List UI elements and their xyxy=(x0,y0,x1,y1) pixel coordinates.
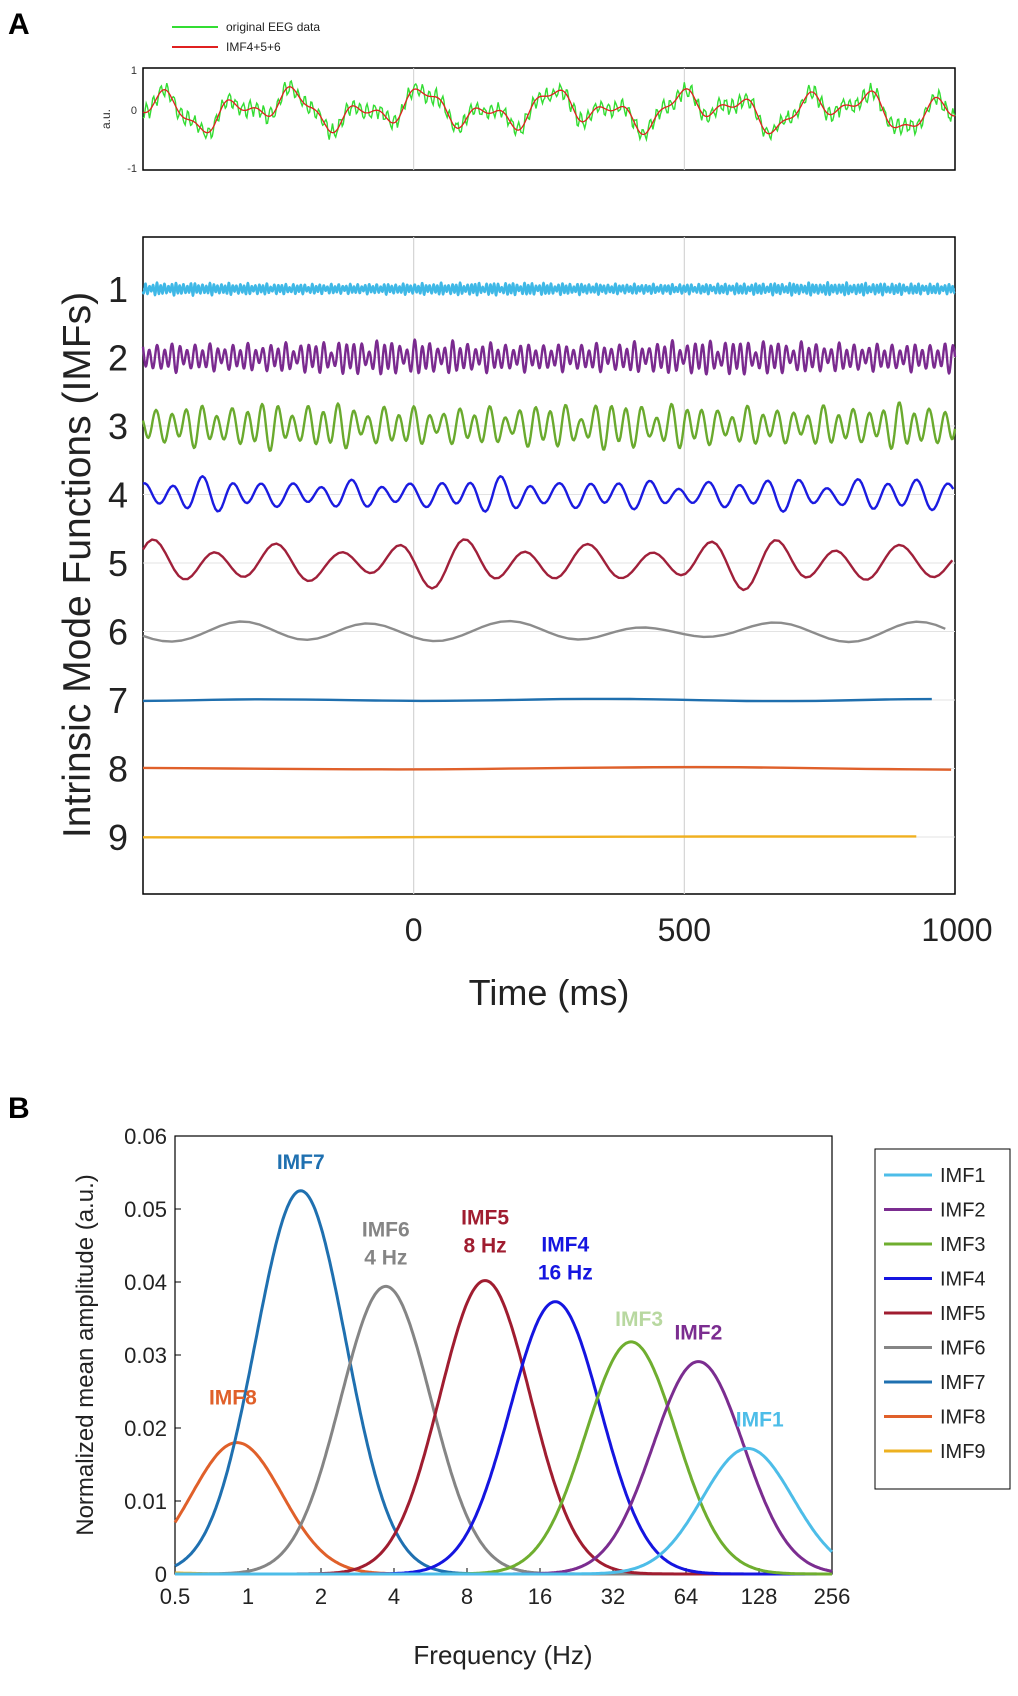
eeg-y-tick-label-0: 1 xyxy=(131,65,137,77)
spectrum-x-tick-label-6: 32 xyxy=(601,1584,625,1609)
spectrum-y-tick-label-0: 0 xyxy=(155,1562,167,1587)
imf-y-axis-label: Intrinsic Mode Functions (IMFs) xyxy=(56,292,99,838)
imf-y-tick-label-4: 4 xyxy=(108,475,128,516)
spectrum-plot-frame xyxy=(174,1135,833,1575)
imf-line-2 xyxy=(141,338,957,376)
spectrum-x-tick-label-0: 0.5 xyxy=(160,1584,191,1609)
imf-plot-frame xyxy=(142,236,956,895)
eeg-y-ticks: 1 0 -1 xyxy=(127,65,137,175)
eeg-legend-label-0: original EEG data xyxy=(226,20,320,34)
imf-stack-panel: 1 2 3 4 5 6 7 8 9 0 500 1000 Time (ms) Intrinsic M… xyxy=(56,236,993,1013)
annotation-imf6-1: 4 Hz xyxy=(364,1246,407,1269)
panel-label-b: B xyxy=(8,1092,30,1125)
imf-y-tick-label-7: 7 xyxy=(108,680,128,721)
eeg-y-axis-label: a.u. xyxy=(99,109,113,129)
annotation-imf5-1: 8 Hz xyxy=(464,1235,507,1258)
annotation-imf7-0: IMF7 xyxy=(277,1151,325,1174)
spectrum-legend: IMF1 IMF2 IMF3 IMF4 IMF5 IMF6 IMF7 IMF8 IMF9 xyxy=(884,1165,986,1463)
imf-y-tick-label-1: 1 xyxy=(108,269,128,310)
panel-label-a: A xyxy=(8,8,30,41)
spectrum-x-tick-label-2: 2 xyxy=(315,1584,327,1609)
legend-label-imf6: IMF6 xyxy=(940,1338,986,1360)
legend-label-imf1: IMF1 xyxy=(940,1165,986,1187)
eeg-plot-frame xyxy=(142,67,956,171)
imf-y-tick-label-8: 8 xyxy=(108,749,128,790)
spectrum-x-tick-label-3: 4 xyxy=(388,1584,400,1609)
imf-x-tick-label-1: 500 xyxy=(658,912,711,948)
eeg-y-tick-label-1: 0 xyxy=(131,105,137,117)
spectrum-legend-box xyxy=(874,1148,1011,1490)
imf-y-tick-label-6: 6 xyxy=(108,612,128,653)
imf-y-tick-label-2: 2 xyxy=(108,338,128,379)
spectrum-line-imf1 xyxy=(175,1446,833,1576)
spectrum-y-tick-label-2: 0.02 xyxy=(124,1416,167,1441)
eeg-lines xyxy=(142,79,956,143)
spectrum-x-tick-label-7: 64 xyxy=(674,1584,698,1609)
imf-line-6 xyxy=(142,619,946,644)
imf-line-1 xyxy=(141,281,956,297)
spectrum-y-tick-label-4: 0.04 xyxy=(124,1270,167,1295)
imf-lines xyxy=(141,281,957,839)
spectrum-y-tick-label-5: 0.05 xyxy=(124,1197,167,1222)
spectrum-y-tick-label-3: 0.03 xyxy=(124,1343,167,1368)
spectrum-x-tick-label-1: 1 xyxy=(242,1584,254,1609)
spectrum-lines xyxy=(173,1189,833,1576)
eeg-legend-label-1: IMF4+5+6 xyxy=(226,40,281,54)
imf-line-4 xyxy=(142,475,955,513)
annotation-imf5-0: IMF5 xyxy=(461,1207,509,1230)
annotation-imf4-0: IMF4 xyxy=(541,1234,589,1257)
spectrum-panel: 0.5 1 2 4 8 16 32 64 128 256 0 0.01 0.02 0.03 0.04 0.05… xyxy=(72,1124,1011,1670)
spectrum-x-tick-label-4: 8 xyxy=(461,1584,473,1609)
spectrum-x-axis-label: Frequency (Hz) xyxy=(413,1640,592,1670)
spectrum-y-tick-label-1: 0.01 xyxy=(124,1489,167,1514)
spectrum-x-tick-label-9: 256 xyxy=(814,1584,851,1609)
eeg-legend: original EEG data IMF4+5+6 xyxy=(172,20,320,54)
spectrum-annotations: IMF7 IMF6 4 Hz IMF5 8 Hz IMF4 16 Hz IMF3 IMF2 IMF… xyxy=(209,1151,784,1432)
imf-x-tick-labels: 0 500 1000 xyxy=(405,912,993,948)
spectrum-x-tick-label-8: 128 xyxy=(741,1584,778,1609)
imf-x-axis-label: Time (ms) xyxy=(469,972,630,1013)
imf-line-3 xyxy=(141,401,957,452)
imf-x-tick-label-0: 0 xyxy=(405,912,423,948)
spectrum-y-tick-label-6: 0.06 xyxy=(124,1124,167,1149)
annotation-imf2-0: IMF2 xyxy=(674,1322,722,1345)
eeg-imf456-line xyxy=(142,86,956,136)
imf-y-tick-labels: 1 2 3 4 5 6 7 8 9 xyxy=(108,269,128,858)
imf-y-tick-label-9: 9 xyxy=(108,817,128,858)
legend-label-imf9: IMF9 xyxy=(940,1441,986,1463)
legend-label-imf3: IMF3 xyxy=(940,1234,986,1256)
spectrum-y-axis-label: Normalized mean amplitude (a.u.) xyxy=(72,1174,99,1536)
imf-line-9 xyxy=(142,835,917,839)
imf-x-tick-label-2: 1000 xyxy=(921,912,992,948)
imf-y-tick-label-5: 5 xyxy=(108,543,128,584)
legend-label-imf4: IMF4 xyxy=(940,1269,986,1291)
annotation-imf6-0: IMF6 xyxy=(362,1218,410,1241)
spectrum-x-tick-label-5: 16 xyxy=(528,1584,552,1609)
annotation-imf3-0: IMF3 xyxy=(615,1308,663,1331)
eeg-trace-panel: original EEG data IMF4+5+6 1 0 -1 a.u. xyxy=(99,20,956,175)
imf-line-5 xyxy=(141,538,954,592)
imf-line-8 xyxy=(142,765,952,771)
legend-label-imf7: IMF7 xyxy=(940,1372,986,1394)
legend-label-imf2: IMF2 xyxy=(940,1200,986,1222)
imf-y-tick-label-3: 3 xyxy=(108,406,128,447)
imf-line-7 xyxy=(142,697,932,703)
legend-label-imf8: IMF8 xyxy=(940,1407,986,1429)
eeg-y-tick-label-2: -1 xyxy=(127,163,137,175)
spectrum-ticks: 0.5 1 2 4 8 16 32 64 128 256 0 0.01 0.02 0.03 0.04 0.05… xyxy=(124,1124,850,1609)
legend-label-imf5: IMF5 xyxy=(940,1303,986,1325)
annotation-imf4-1: 16 Hz xyxy=(538,1262,593,1285)
annotation-imf8-0: IMF8 xyxy=(209,1387,257,1410)
eeg-original-line xyxy=(142,79,956,143)
annotation-imf1-0: IMF1 xyxy=(736,1408,784,1431)
